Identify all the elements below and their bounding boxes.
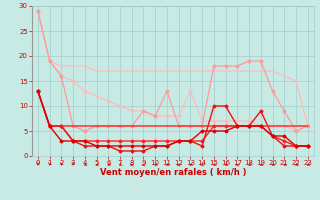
X-axis label: Vent moyen/en rafales ( km/h ): Vent moyen/en rafales ( km/h ) <box>100 168 246 177</box>
